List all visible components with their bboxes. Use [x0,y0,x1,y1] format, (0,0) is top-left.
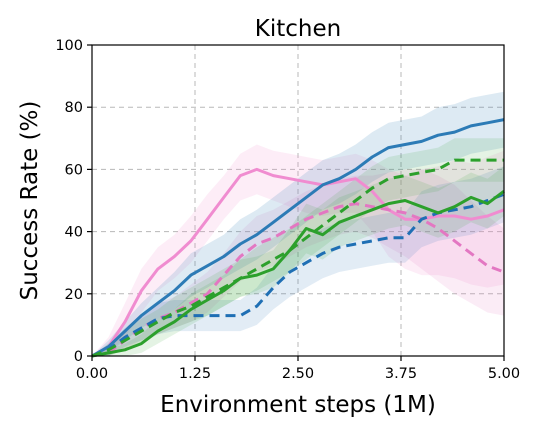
series-lines [91,118,505,358]
y-tick-label: 20 [65,287,83,303]
series-2-line [91,202,505,358]
y-tick-label: 60 [65,162,83,178]
series-4-line [91,192,505,358]
x-tick-label: 5.00 [488,366,520,382]
y-tick-label: 0 [74,349,83,365]
x-axis-label: Environment steps (1M) [160,392,436,418]
series-5-line [91,190,505,358]
y-tick-label: 100 [55,38,83,54]
x-tick-label: 2.50 [282,366,314,382]
x-tick-label: 3.75 [385,366,417,382]
series-1-line [91,167,505,358]
y-tick-label: 80 [65,100,83,116]
axis-ticks: 0.00 1.25 2.50 3.75 5.00 0 20 40 60 80 100 [55,38,520,382]
x-tick-label: 1.25 [179,366,211,382]
chart-title: Kitchen [255,16,341,42]
series-3-line [91,118,505,358]
x-tick-label: 0.00 [76,366,108,382]
y-axis-label: Success Rate (%) [17,101,43,301]
y-tick-label: 40 [65,225,83,241]
series-1-band [92,144,504,356]
